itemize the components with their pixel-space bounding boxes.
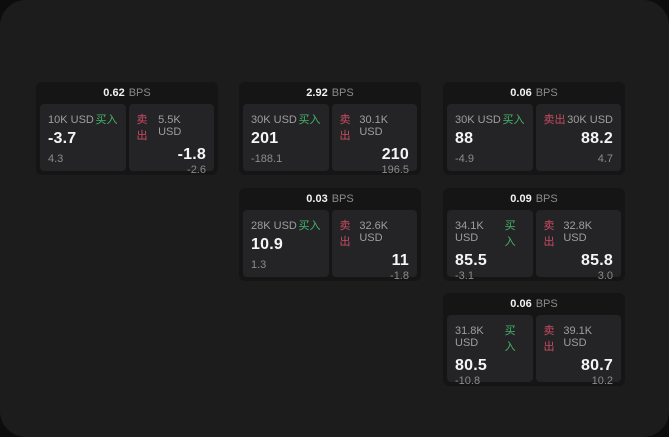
sell-label: 卖出 — [543, 114, 566, 126]
sell-panel[interactable]: 卖出 39.1K USD 80.7 10.2 — [535, 315, 621, 387]
sell-amount: 32.8K USD — [563, 220, 593, 244]
buy-panel[interactable]: 31.8K USD 买入 80.5 -10.8 — [447, 315, 533, 387]
buy-label: 买入 — [298, 220, 321, 232]
sell-delta: 10.2 — [591, 375, 613, 387]
sell-amount: 30.1K USD — [359, 114, 389, 138]
spread-value: 2.92 — [306, 87, 328, 99]
buy-panel[interactable]: 30K USD 买入 88 -4.9 — [447, 104, 533, 171]
buy-delta: -4.9 — [455, 153, 474, 165]
sell-amount: 39.1K USD — [563, 325, 593, 349]
buy-delta: 1.3 — [251, 259, 267, 271]
buy-price: 85.5 — [455, 252, 487, 269]
buy-label: 买入 — [95, 114, 118, 126]
spread-unit-label: BPS — [535, 193, 558, 205]
buy-amount: 34.1K USD — [455, 220, 484, 244]
spread-header: 0.03 BPS — [243, 188, 417, 210]
buy-price: 88 — [455, 130, 474, 147]
spread-header: 0.06 BPS — [447, 293, 621, 315]
buy-amount: 30K USD — [251, 114, 297, 126]
spread-value: 0.03 — [306, 193, 328, 205]
sell-delta: 196.5 — [381, 164, 409, 176]
buy-panel[interactable]: 10K USD 买入 -3.7 4.3 — [40, 104, 126, 171]
buy-label: 买入 — [504, 220, 516, 248]
quote-card-3: 0.06 BPS 30K USD 买入 88 -4.9 卖出 30K USD 8… — [443, 82, 625, 175]
sell-panel[interactable]: 卖出 32.6K USD 11 -1.8 — [331, 210, 417, 282]
buy-amount: 30K USD — [455, 114, 501, 126]
spread-value: 0.06 — [510, 298, 532, 310]
sell-panel[interactable]: 卖出 5.5K USD -1.8 -2.6 — [128, 104, 214, 176]
sell-delta: -2.6 — [187, 164, 206, 176]
spread-unit-label: BPS — [535, 87, 558, 99]
sell-label: 卖出 — [339, 220, 351, 248]
buy-delta: -10.8 — [455, 375, 481, 387]
sell-price: 85.8 — [581, 252, 613, 269]
buy-price: -3.7 — [48, 130, 77, 147]
buy-price: 10.9 — [251, 236, 283, 253]
spread-header: 0.06 BPS — [447, 82, 621, 104]
buy-delta: 4.3 — [48, 153, 64, 165]
quote-card-4: 0.03 BPS 28K USD 买入 10.9 1.3 卖出 32.6K US… — [239, 188, 421, 282]
sell-delta: 4.7 — [597, 153, 613, 165]
sell-panel[interactable]: 卖出 32.8K USD 85.8 3.0 — [535, 210, 621, 282]
buy-panel[interactable]: 34.1K USD 买入 85.5 -3.1 — [447, 210, 533, 282]
spread-header: 2.92 BPS — [243, 82, 417, 104]
spread-unit-label: BPS — [535, 298, 558, 310]
quote-card-1: 0.62 BPS 10K USD 买入 -3.7 4.3 卖出 5.5K USD… — [36, 82, 218, 176]
sell-label: 卖出 — [339, 114, 351, 142]
buy-label: 买入 — [298, 114, 321, 126]
spread-unit-label: BPS — [128, 87, 151, 99]
quote-card-6: 0.06 BPS 31.8K USD 买入 80.5 -10.8 卖出 39.1… — [443, 293, 625, 387]
sell-panel[interactable]: 卖出 30.1K USD 210 196.5 — [331, 104, 417, 176]
buy-delta: -3.1 — [455, 270, 474, 282]
spread-header: 0.62 BPS — [40, 82, 214, 104]
buy-delta: -188.1 — [251, 153, 283, 165]
buy-amount: 10K USD — [48, 114, 94, 126]
spread-value: 0.62 — [103, 87, 125, 99]
sell-amount: 30K USD — [567, 114, 613, 126]
sell-label: 卖出 — [543, 220, 555, 248]
buy-panel[interactable]: 30K USD 买入 201 -188.1 — [243, 104, 329, 171]
buy-label: 买入 — [502, 114, 525, 126]
buy-amount: 31.8K USD — [455, 325, 484, 349]
sell-price: 88.2 — [581, 130, 613, 147]
sell-price: 80.7 — [581, 357, 613, 374]
buy-label: 买入 — [504, 325, 516, 353]
sell-price: -1.8 — [177, 146, 206, 163]
spread-value: 0.09 — [510, 193, 532, 205]
quote-card-2: 2.92 BPS 30K USD 买入 201 -188.1 卖出 30.1K … — [239, 82, 421, 176]
sell-amount: 32.6K USD — [359, 220, 389, 244]
sell-delta: -1.8 — [390, 270, 409, 282]
buy-amount: 28K USD — [251, 220, 297, 232]
buy-panel[interactable]: 28K USD 买入 10.9 1.3 — [243, 210, 329, 277]
spread-unit-label: BPS — [331, 87, 354, 99]
buy-price: 201 — [251, 130, 279, 147]
sell-price: 210 — [381, 146, 409, 163]
sell-price: 11 — [391, 252, 409, 269]
spread-header: 0.09 BPS — [447, 188, 621, 210]
sell-label: 卖出 — [136, 114, 148, 142]
spread-unit-label: BPS — [331, 193, 354, 205]
sell-panel[interactable]: 卖出 30K USD 88.2 4.7 — [535, 104, 621, 171]
spread-value: 0.06 — [510, 87, 532, 99]
buy-price: 80.5 — [455, 357, 487, 374]
quote-card-5: 0.09 BPS 34.1K USD 买入 85.5 -3.1 卖出 32.8K… — [443, 188, 625, 282]
sell-delta: 3.0 — [597, 270, 613, 282]
sell-amount: 5.5K USD — [158, 114, 182, 138]
sell-label: 卖出 — [543, 325, 555, 353]
